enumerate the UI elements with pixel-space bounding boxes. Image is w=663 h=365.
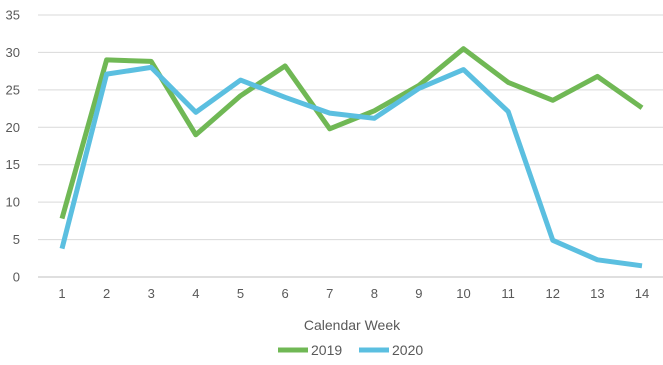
gridlines	[38, 14, 663, 278]
y-tick-label: 30	[6, 45, 20, 60]
y-tick-label: 20	[6, 120, 20, 135]
y-tick-label: 5	[13, 232, 20, 247]
x-tick-label: 7	[326, 286, 333, 301]
y-tick-label: 0	[13, 270, 20, 285]
legend: 2019 2020	[278, 342, 423, 358]
y-axis-tick-labels: 0 5 10 15 20 25 30 35	[6, 8, 20, 285]
x-tick-label: 4	[192, 286, 199, 301]
legend-label-2020: 2020	[392, 342, 423, 358]
y-tick-label: 15	[6, 157, 20, 172]
y-tick-label: 10	[6, 195, 20, 210]
x-tick-label: 2	[103, 286, 110, 301]
x-axis-title: Calendar Week	[304, 317, 401, 333]
x-tick-label: 1	[58, 286, 65, 301]
x-tick-label: 5	[237, 286, 244, 301]
x-tick-label: 6	[281, 286, 288, 301]
x-tick-label: 3	[148, 286, 155, 301]
x-tick-label: 8	[371, 286, 378, 301]
x-tick-label: 12	[546, 286, 560, 301]
y-tick-label: 25	[6, 82, 20, 97]
series-line-2020	[59, 64, 643, 269]
x-tick-label: 11	[501, 286, 515, 301]
x-tick-label: 10	[456, 286, 470, 301]
y-tick-label: 35	[6, 8, 20, 23]
series-lines	[59, 46, 644, 269]
x-tick-label: 13	[590, 286, 604, 301]
legend-label-2019: 2019	[311, 342, 342, 358]
x-axis-tick-labels: 1 2 3 4 5 6 7 8 9 10 11 12 13 14	[58, 286, 649, 301]
x-tick-label: 9	[415, 286, 422, 301]
series-line-2019	[59, 46, 644, 220]
x-tick-label: 14	[635, 286, 649, 301]
